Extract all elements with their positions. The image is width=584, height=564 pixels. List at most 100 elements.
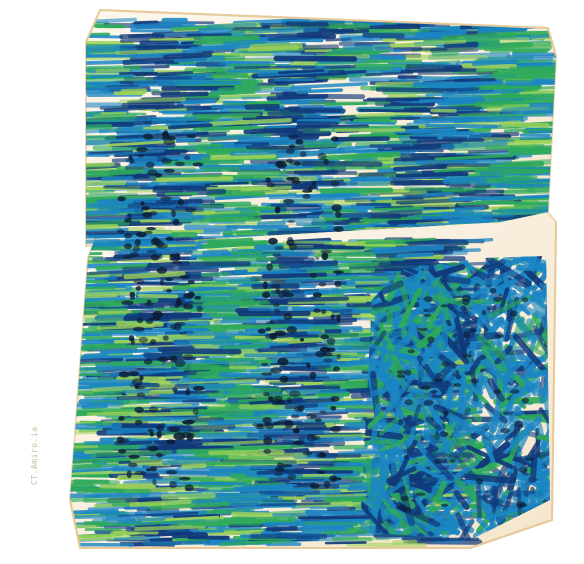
fiber	[395, 172, 469, 178]
fiber	[255, 502, 331, 507]
pore	[454, 383, 461, 388]
pore	[160, 196, 172, 201]
fiber	[405, 239, 469, 246]
pore	[460, 305, 467, 311]
fiber	[533, 484, 542, 506]
fiber	[78, 344, 116, 351]
pore	[331, 477, 342, 481]
fiber	[218, 497, 265, 501]
fiber	[137, 293, 179, 299]
pore	[117, 196, 126, 202]
pore	[184, 155, 191, 160]
pore	[165, 236, 174, 241]
fiber	[538, 407, 550, 433]
fiber	[136, 46, 177, 52]
pore	[157, 356, 169, 362]
pore	[136, 392, 146, 398]
fiber	[90, 450, 173, 458]
fiber	[362, 32, 405, 39]
fiber	[195, 431, 248, 438]
fiber	[361, 177, 394, 182]
fiber	[70, 422, 123, 430]
fiber	[309, 324, 341, 331]
pore	[174, 161, 185, 167]
fiber	[508, 150, 556, 156]
fiber	[397, 322, 432, 331]
pore	[302, 451, 313, 456]
fiber	[86, 162, 115, 167]
fiber	[523, 527, 550, 539]
pore	[441, 361, 450, 367]
fiber	[375, 87, 457, 94]
fiber	[365, 237, 437, 245]
fiber	[173, 340, 250, 345]
pore	[462, 354, 472, 358]
pore	[285, 148, 295, 154]
fiber	[160, 316, 189, 322]
pore	[331, 204, 342, 212]
fiber	[319, 187, 394, 194]
pore	[159, 279, 164, 286]
pore	[166, 289, 172, 293]
fiber	[119, 33, 165, 40]
fiber	[276, 26, 320, 35]
pore	[186, 134, 197, 138]
pore	[286, 397, 292, 404]
fiber	[133, 78, 216, 86]
pore	[196, 305, 203, 312]
fiber	[364, 71, 414, 77]
fiber	[371, 293, 410, 311]
fiber	[497, 20, 556, 26]
fiber	[210, 134, 264, 139]
pore	[149, 406, 158, 413]
fiber	[513, 201, 556, 207]
pore	[184, 207, 196, 213]
pore	[265, 327, 271, 332]
pore	[287, 220, 296, 223]
pore	[440, 304, 450, 308]
fiber	[209, 152, 277, 161]
pore	[332, 270, 344, 274]
pore	[417, 327, 428, 331]
fiber	[476, 167, 547, 174]
fiber	[222, 343, 268, 350]
pore	[480, 368, 486, 373]
pore	[277, 357, 289, 366]
fiber	[115, 320, 164, 327]
fiber	[301, 160, 383, 167]
pore	[255, 423, 266, 430]
fiber	[324, 541, 367, 545]
fiber	[505, 79, 556, 85]
pore	[302, 189, 313, 193]
pore	[524, 457, 535, 462]
fiber	[78, 378, 137, 385]
fiber	[391, 39, 467, 48]
pore	[128, 155, 133, 160]
fiber	[495, 183, 556, 188]
pore	[397, 504, 406, 511]
pore	[326, 337, 336, 345]
pore	[330, 314, 335, 320]
fiber	[481, 84, 508, 90]
fiber	[442, 178, 487, 185]
fiber	[519, 88, 556, 95]
pore	[283, 312, 293, 321]
pore	[314, 418, 322, 422]
fiber	[158, 393, 210, 398]
fiber	[86, 234, 129, 239]
pore	[133, 279, 145, 285]
pore	[421, 385, 431, 391]
fiber	[86, 21, 110, 27]
fiber	[298, 521, 364, 527]
pore	[302, 193, 311, 199]
fiber	[445, 290, 494, 300]
fiber	[303, 288, 366, 296]
fiber	[392, 128, 458, 134]
fiber	[302, 44, 340, 50]
pore	[423, 400, 434, 406]
fiber	[500, 158, 556, 168]
fiber	[432, 264, 466, 278]
watermark-text: CT.Amiro.ia	[30, 426, 39, 485]
fiber	[317, 391, 351, 398]
